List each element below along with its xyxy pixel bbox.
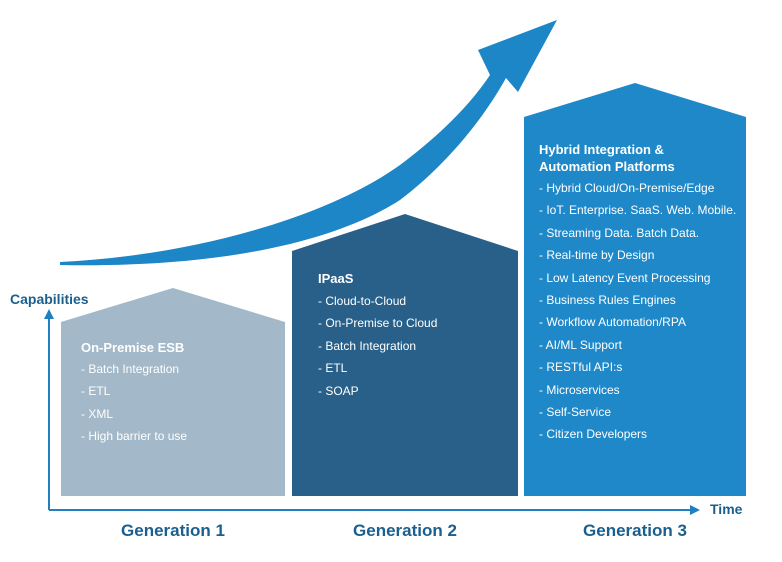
list-item: - Microservices	[539, 382, 620, 397]
list-item: - RESTful API:s	[539, 360, 623, 375]
list-item: - Low Latency Event Processing	[539, 270, 711, 285]
list-item: - Self-Service	[539, 404, 612, 419]
generation-2-house	[292, 214, 518, 496]
list-item: - Real-time by Design	[539, 248, 655, 263]
generation-2-title: IPaaS	[318, 271, 354, 286]
generation-1-label: Generation 1	[121, 521, 225, 540]
generation-3-title-line-1: Hybrid Integration &	[539, 142, 664, 157]
y-axis-label: Capabilities	[10, 291, 89, 307]
list-item: - SOAP	[318, 383, 359, 398]
list-item: - XML	[81, 406, 114, 421]
list-item: - Streaming Data. Batch Data.	[539, 225, 700, 240]
list-item: - IoT. Enterprise. SaaS. Web. Mobile.	[539, 203, 737, 218]
generation-3-house	[524, 83, 746, 496]
list-item: - High barrier to use	[81, 429, 188, 444]
generation-2-label: Generation 2	[353, 521, 457, 540]
growth-arrow	[60, 20, 557, 266]
generation-2-list: - Cloud-to-Cloud - On-Premise to Cloud -…	[318, 290, 437, 402]
axes	[44, 309, 700, 515]
list-item: - On-Premise to Cloud	[318, 316, 438, 331]
list-item: - Batch Integration	[81, 362, 180, 376]
generation-1-list: - Batch Integration - ETL - XML - High b…	[81, 358, 187, 448]
x-axis-label: Time	[710, 501, 743, 517]
list-item: - Batch Integration	[318, 338, 417, 353]
y-axis-arrowhead	[44, 309, 54, 319]
list-item: - ETL	[81, 384, 111, 399]
list-item: - Business Rules Engines	[539, 292, 676, 307]
x-axis-arrowhead	[690, 505, 700, 515]
list-item: - Hybrid Cloud/On-Premise/Edge	[539, 181, 715, 195]
generation-1-title: On-Premise ESB	[81, 340, 185, 355]
list-item: - Citizen Developers	[539, 427, 648, 442]
generation-3-title-line-2: Automation Platforms	[539, 159, 675, 174]
generation-3-label: Generation 3	[583, 521, 687, 540]
generation-3-list: - Hybrid Cloud/On-Premise/Edge - IoT. En…	[539, 177, 736, 446]
list-item: - AI/ML Support	[539, 337, 622, 352]
list-item: - Cloud-to-Cloud	[318, 294, 407, 308]
list-item: - ETL	[318, 361, 348, 376]
list-item: - Workflow Automation/RPA	[539, 315, 686, 330]
generation-1-house	[61, 288, 285, 496]
generation-3-title: Hybrid Integration & Automation Platform…	[539, 141, 675, 175]
